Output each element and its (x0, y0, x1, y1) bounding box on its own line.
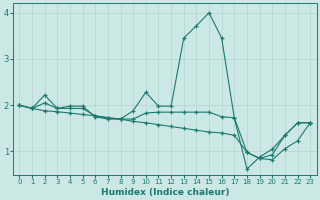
X-axis label: Humidex (Indice chaleur): Humidex (Indice chaleur) (100, 188, 229, 197)
